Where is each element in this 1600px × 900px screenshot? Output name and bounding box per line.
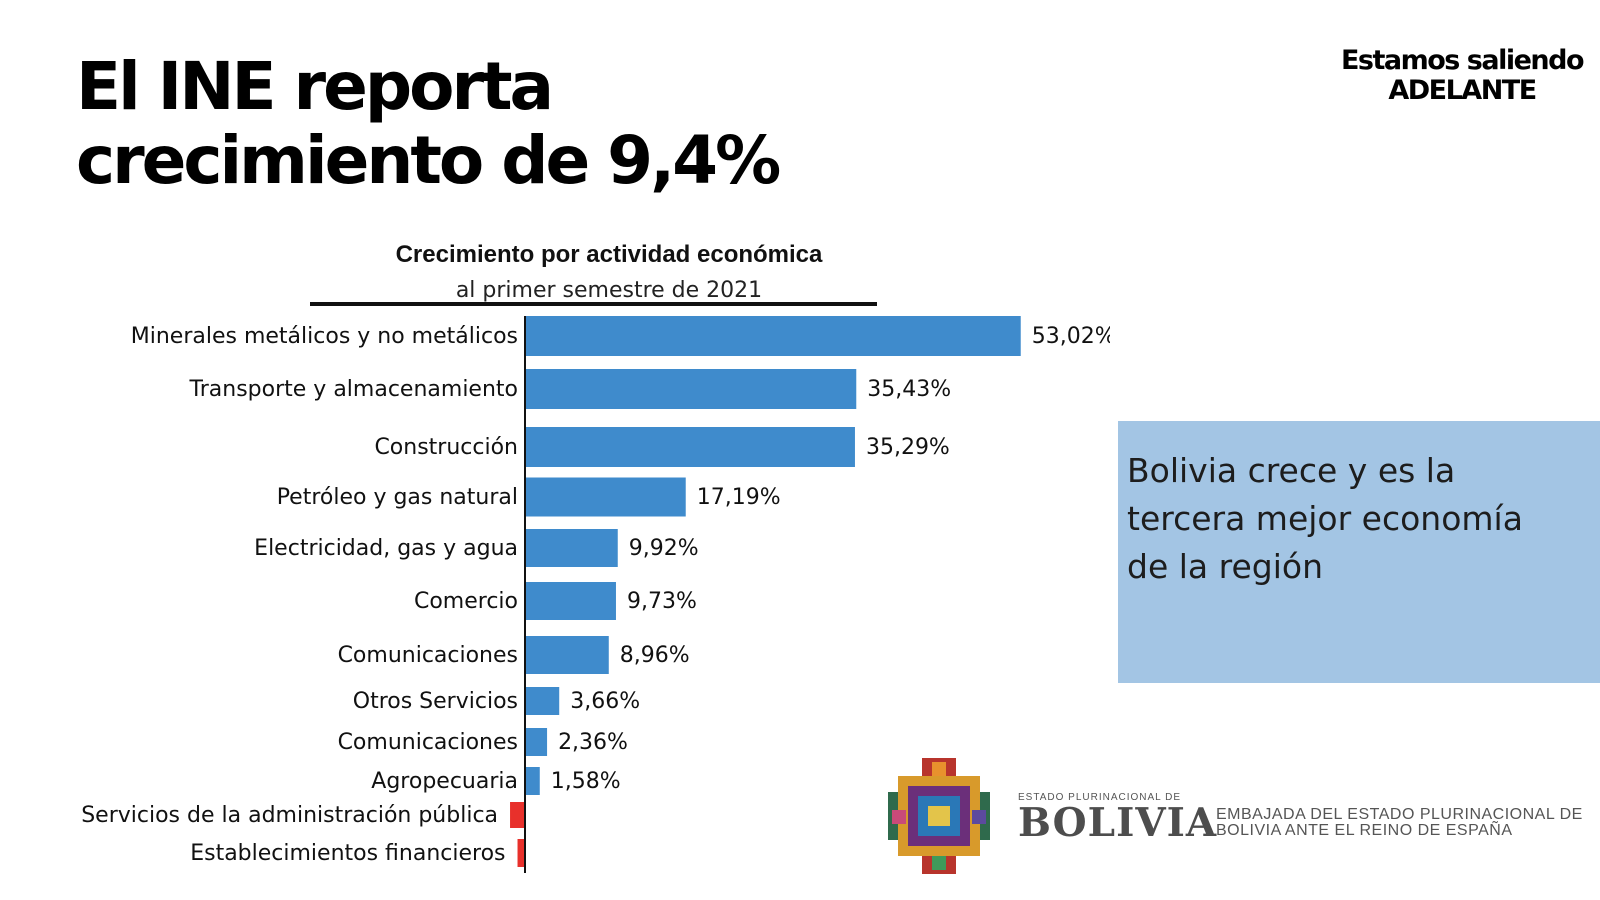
bar <box>525 636 609 674</box>
category-label: Comercio <box>414 589 518 614</box>
bar <box>525 529 618 567</box>
bar <box>525 316 1021 356</box>
bar <box>525 427 855 467</box>
bar <box>525 728 548 756</box>
bolivia-logo: ESTADO PLURINACIONAL DE BOLIVIA <box>1018 792 1217 843</box>
bar <box>525 687 560 715</box>
category-label: Otros Servicios <box>353 689 518 714</box>
category-label: Transporte y almacenamiento <box>189 377 518 402</box>
value-label: 9,73% <box>627 589 697 614</box>
category-label: Servicios de la administración pública <box>81 803 498 828</box>
headline-line-1: El INE reporta <box>76 48 554 125</box>
chakana-emblem-icon <box>888 758 990 874</box>
value-label: 2,36% <box>558 730 628 755</box>
value-label: 8,96% <box>620 643 690 668</box>
info-box-line-1: Bolivia crece y es la <box>1127 451 1456 490</box>
embassy-caption: EMBAJADA DEL ESTADO PLURINACIONAL DE BOL… <box>1216 807 1583 839</box>
category-label: Establecimientos financieros <box>190 841 505 866</box>
value-label: 1,58% <box>551 769 621 794</box>
growth-bar-chart: Crecimiento por actividad económica al p… <box>81 241 1110 873</box>
logo-big-text: BOLIVIA <box>1018 800 1218 846</box>
value-label: 53,02% <box>1032 324 1110 349</box>
bar <box>525 369 857 409</box>
category-label: Construcción <box>374 435 518 460</box>
bar <box>510 802 525 828</box>
value-label: 35,43% <box>867 377 951 402</box>
slogan-line-2: ADELANTE <box>1388 75 1537 106</box>
category-label: Comunicaciones <box>338 643 518 668</box>
headline: El INE reporta crecimiento de 9,4% <box>76 48 781 199</box>
value-label: 3,66% <box>570 689 640 714</box>
bar <box>525 582 616 620</box>
category-label: Petróleo y gas natural <box>277 485 518 510</box>
slogan: Estamos saliendo ADELANTE <box>1332 46 1592 106</box>
bar <box>525 477 686 517</box>
category-label: Electricidad, gas y agua <box>254 536 518 561</box>
info-box: Bolivia crece y es la tercera mejor econ… <box>1118 421 1600 683</box>
chart-subtitle: al primer semestre de 2021 <box>456 278 762 303</box>
bar <box>517 839 525 867</box>
info-box-line-2: tercera mejor economía <box>1127 499 1523 538</box>
value-label: 17,19% <box>697 485 781 510</box>
category-label: Comunicaciones <box>338 730 518 755</box>
embassy-line-2: BOLIVIA ANTE EL REINO DE ESPAÑA <box>1216 822 1513 839</box>
bar <box>525 767 540 795</box>
info-box-line-3: de la región <box>1127 547 1323 586</box>
headline-line-2: crecimiento de 9,4% <box>76 122 781 199</box>
embassy-line-1: EMBAJADA DEL ESTADO PLURINACIONAL DE <box>1216 806 1583 823</box>
value-label: 9,92% <box>629 536 699 561</box>
value-label: 35,29% <box>866 435 950 460</box>
logo-small-text: ESTADO PLURINACIONAL DE <box>1018 792 1182 803</box>
slogan-line-1: Estamos saliendo <box>1340 45 1585 76</box>
chart-title: Crecimiento por actividad económica <box>396 241 823 268</box>
category-label: Minerales metálicos y no metálicos <box>131 324 518 349</box>
category-label: Agropecuaria <box>371 769 518 794</box>
